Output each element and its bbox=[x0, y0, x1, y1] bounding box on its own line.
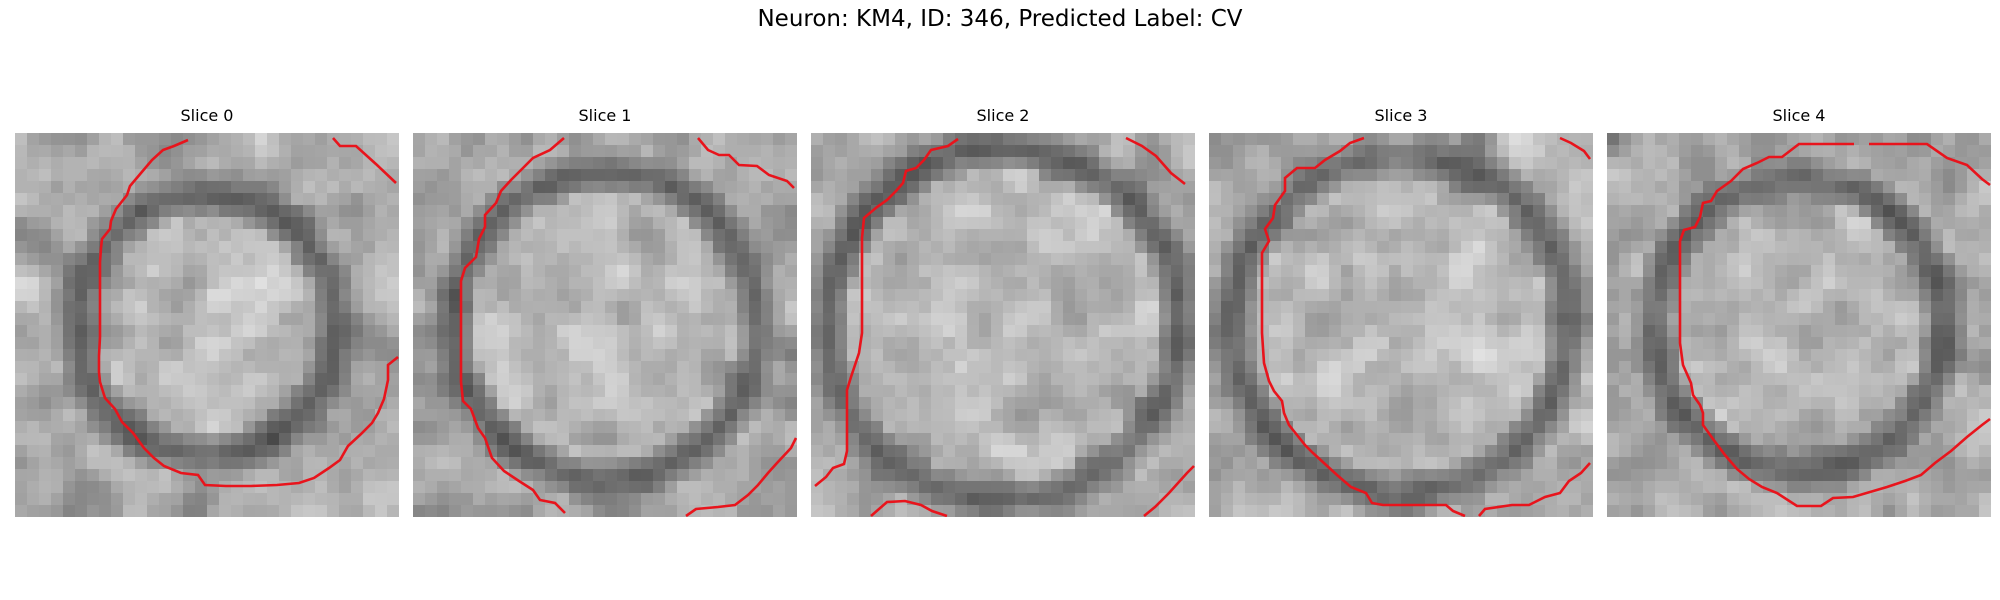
grayscale-pixels-2 bbox=[811, 133, 1195, 517]
contour-line-4b bbox=[1869, 142, 1991, 187]
grayscale-pixels-3 bbox=[1209, 133, 1593, 517]
slice-image-4 bbox=[1607, 133, 1991, 517]
slice-title-2: Slice 2 bbox=[976, 106, 1030, 125]
contour-line-3 bbox=[1260, 136, 1466, 517]
contour-line-3c bbox=[1559, 136, 1592, 160]
contour-line-1c bbox=[685, 437, 797, 517]
slice-image-3 bbox=[1209, 133, 1593, 517]
contour-line-2b bbox=[1125, 136, 1186, 186]
contour-line-1b bbox=[697, 137, 795, 189]
slice-image-2 bbox=[811, 133, 1195, 517]
slice-image-0 bbox=[15, 133, 399, 517]
grayscale-pixels-0 bbox=[15, 133, 399, 517]
grayscale-pixels-1 bbox=[413, 133, 797, 517]
contour-line-0b bbox=[332, 137, 397, 184]
contour-line-3b bbox=[1478, 462, 1591, 517]
slice-title-3: Slice 3 bbox=[1374, 106, 1428, 125]
figure-title: Neuron: KM4, ID: 346, Predicted Label: C… bbox=[757, 6, 1243, 32]
contour-line-0 bbox=[97, 138, 399, 488]
slice-title-1: Slice 1 bbox=[578, 106, 632, 125]
contour-line-2 bbox=[814, 137, 959, 488]
contour-line-1 bbox=[459, 137, 566, 514]
contour-line-4 bbox=[1678, 142, 1991, 508]
slice-title-0: Slice 0 bbox=[180, 106, 234, 125]
contour-line-2c bbox=[870, 499, 948, 517]
slice-title-4: Slice 4 bbox=[1772, 106, 1826, 125]
contour-line-2d bbox=[1143, 465, 1195, 517]
grayscale-pixels-4 bbox=[1607, 133, 1991, 517]
slice-image-1 bbox=[413, 133, 797, 517]
